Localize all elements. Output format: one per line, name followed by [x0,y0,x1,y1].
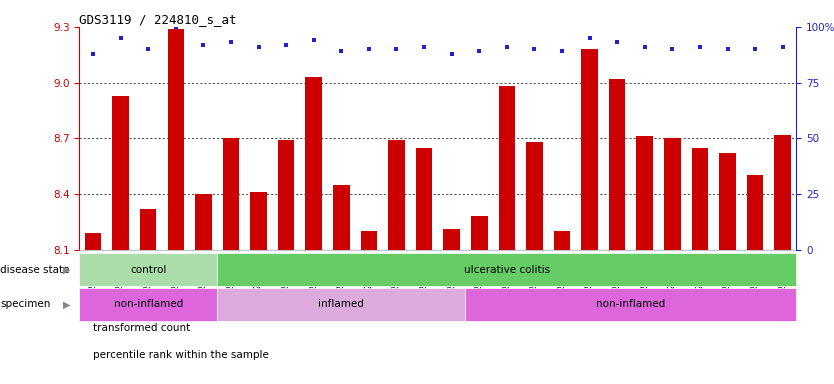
Bar [217,253,796,286]
Text: non-inflamed: non-inflamed [113,299,183,310]
Point [693,44,706,50]
Bar [499,86,515,250]
Bar [719,153,736,250]
Point [169,24,183,30]
Text: ▶: ▶ [63,265,70,275]
Point [142,46,155,52]
Bar [465,288,796,321]
Bar [526,142,543,250]
Point [555,48,569,55]
Bar [140,209,157,250]
Bar [333,185,349,250]
Point [197,41,210,48]
Bar [250,192,267,250]
Bar [775,134,791,250]
Text: non-inflamed: non-inflamed [596,299,666,310]
Bar [664,138,681,250]
Bar [278,140,294,250]
Point [224,40,238,46]
Point [334,48,348,55]
Bar [471,216,488,250]
Text: disease state: disease state [0,265,69,275]
Point [445,51,459,57]
Text: specimen: specimen [0,299,50,310]
Point [776,44,789,50]
Point [389,46,403,52]
Point [721,46,734,52]
Bar [360,231,377,250]
Point [252,44,265,50]
Bar [305,77,322,250]
Point [610,40,624,46]
Text: ulcerative colitis: ulcerative colitis [464,265,550,275]
Bar [691,147,708,250]
Point [528,46,541,52]
Bar [195,194,212,250]
Point [279,41,293,48]
Point [666,46,679,52]
Bar [609,79,626,250]
Bar [388,140,404,250]
Point [87,51,100,57]
Text: ▶: ▶ [63,299,70,310]
Bar [581,49,598,250]
Bar [168,29,184,250]
Point [638,44,651,50]
Bar [113,96,129,250]
Bar [85,233,101,250]
Bar [746,175,763,250]
Bar [554,231,570,250]
Point [417,44,430,50]
Point [473,48,486,55]
Point [748,46,761,52]
Bar [79,253,217,286]
Bar [79,288,217,321]
Point [500,44,514,50]
Bar [636,136,653,250]
Point [362,46,375,52]
Bar [444,229,460,250]
Point [307,37,320,43]
Text: inflamed: inflamed [319,299,364,310]
Text: GDS3119 / 224810_s_at: GDS3119 / 224810_s_at [79,13,237,26]
Bar [416,147,432,250]
Bar [217,288,465,321]
Text: percentile rank within the sample: percentile rank within the sample [93,350,269,360]
Text: transformed count: transformed count [93,323,190,333]
Bar [223,138,239,250]
Point [114,35,128,41]
Text: control: control [130,265,166,275]
Point [583,35,596,41]
